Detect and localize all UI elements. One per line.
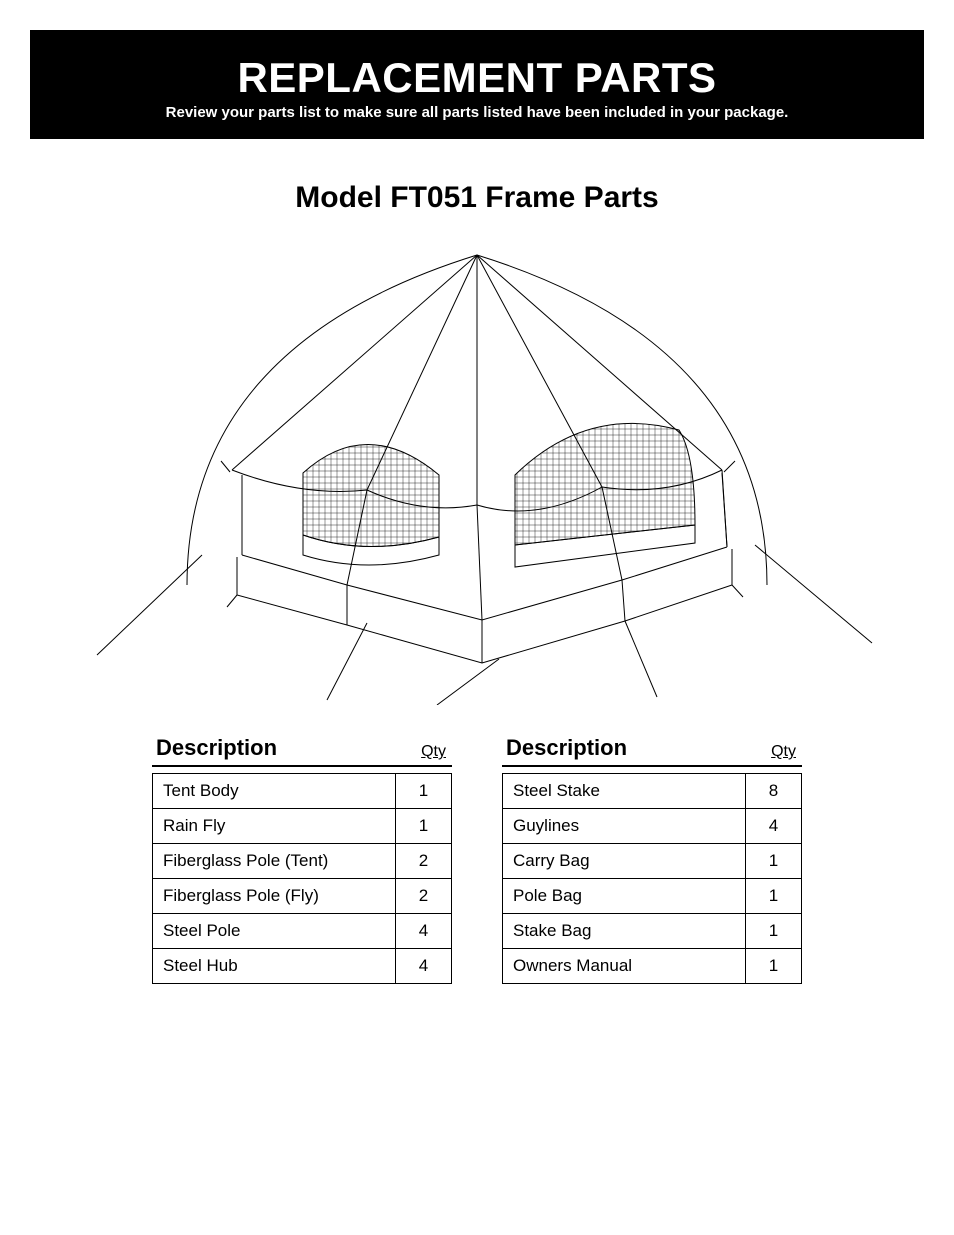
part-qty: 8 <box>746 774 802 809</box>
table-row: Stake Bag1 <box>503 914 802 949</box>
part-description: Stake Bag <box>503 914 746 949</box>
parts-table-right: Description Qty Steel Stake8Guylines4Car… <box>502 735 802 984</box>
part-qty: 4 <box>396 914 452 949</box>
page-subtitle: Review your parts list to make sure all … <box>50 104 904 121</box>
part-qty: 2 <box>396 879 452 914</box>
part-qty: 1 <box>396 809 452 844</box>
part-qty: 1 <box>746 879 802 914</box>
column-header-description: Description <box>156 735 277 761</box>
table-row: Steel Stake8 <box>503 774 802 809</box>
part-description: Steel Pole <box>153 914 396 949</box>
part-description: Steel Hub <box>153 949 396 984</box>
table-row: Fiberglass Pole (Fly)2 <box>153 879 452 914</box>
table-row: Rain Fly1 <box>153 809 452 844</box>
table-row: Fiberglass Pole (Tent)2 <box>153 844 452 879</box>
part-description: Fiberglass Pole (Tent) <box>153 844 396 879</box>
tent-line-drawing-icon <box>67 225 887 705</box>
part-description: Owners Manual <box>503 949 746 984</box>
part-description: Carry Bag <box>503 844 746 879</box>
header-band: REPLACEMENT PARTS Review your parts list… <box>30 30 924 139</box>
part-qty: 1 <box>746 914 802 949</box>
column-header-qty: Qty <box>771 743 796 761</box>
table-row: Steel Pole4 <box>153 914 452 949</box>
table-row: Pole Bag1 <box>503 879 802 914</box>
part-qty: 1 <box>746 949 802 984</box>
table-row: Tent Body1 <box>153 774 452 809</box>
parts-table-left: Description Qty Tent Body1Rain Fly1Fiber… <box>152 735 452 984</box>
part-description: Rain Fly <box>153 809 396 844</box>
part-qty: 4 <box>746 809 802 844</box>
table-row: Steel Hub4 <box>153 949 452 984</box>
table-row: Guylines4 <box>503 809 802 844</box>
part-description: Steel Stake <box>503 774 746 809</box>
model-title: Model FT051 Frame Parts <box>30 181 924 215</box>
parts-table: Tent Body1Rain Fly1Fiberglass Pole (Tent… <box>152 773 452 984</box>
part-qty: 2 <box>396 844 452 879</box>
part-qty: 1 <box>746 844 802 879</box>
table-header-row: Description Qty <box>502 735 802 767</box>
part-description: Pole Bag <box>503 879 746 914</box>
column-header-qty: Qty <box>421 743 446 761</box>
page: REPLACEMENT PARTS Review your parts list… <box>0 0 954 1024</box>
table-row: Carry Bag1 <box>503 844 802 879</box>
parts-tables: Description Qty Tent Body1Rain Fly1Fiber… <box>30 735 924 984</box>
tent-diagram <box>30 225 924 705</box>
part-description: Guylines <box>503 809 746 844</box>
table-header-row: Description Qty <box>152 735 452 767</box>
column-header-description: Description <box>506 735 627 761</box>
parts-table: Steel Stake8Guylines4Carry Bag1Pole Bag1… <box>502 773 802 984</box>
part-qty: 4 <box>396 949 452 984</box>
part-description: Tent Body <box>153 774 396 809</box>
page-title: REPLACEMENT PARTS <box>50 54 904 102</box>
table-row: Owners Manual1 <box>503 949 802 984</box>
part-qty: 1 <box>396 774 452 809</box>
part-description: Fiberglass Pole (Fly) <box>153 879 396 914</box>
